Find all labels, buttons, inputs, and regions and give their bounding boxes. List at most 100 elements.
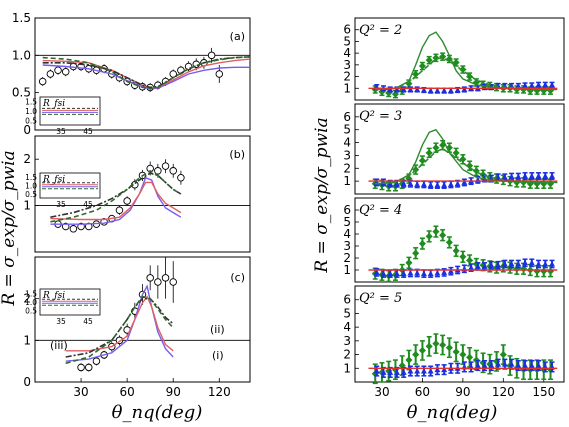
green-data-point (445, 238, 453, 246)
blue-data-point (441, 269, 448, 275)
blue-data-point (434, 182, 441, 188)
ytick-label: 1.0 (12, 48, 31, 62)
xtick-label: 90 (166, 385, 181, 399)
green-data-point (466, 162, 474, 170)
ytick-label: 1 (343, 174, 351, 188)
green-data-point (432, 340, 440, 348)
ytick-label: 5 (343, 123, 351, 137)
blue-data-point (427, 182, 434, 188)
blue-data-point (474, 362, 481, 369)
ytick-label: 6 (343, 293, 351, 307)
ytick-label: 5 (343, 306, 351, 320)
blue-data-point (434, 366, 441, 373)
blue-data-point (501, 361, 508, 367)
series-line-4 (42, 56, 251, 90)
green-data-point (546, 267, 555, 275)
ytick-label: 4 (343, 227, 351, 241)
data-point (38, 77, 47, 86)
blue-data-point (501, 261, 508, 267)
ytick-label: 4 (343, 136, 351, 150)
ytick-label: 3 (343, 58, 351, 72)
green-data-point (425, 149, 433, 157)
panel-label: Q² = 5 (359, 291, 402, 306)
blue-data-point (387, 369, 394, 375)
blue-data-point (535, 173, 542, 179)
blue-data-point (407, 270, 414, 276)
left-ylabel: R = σ_exp/σ_pwia (0, 150, 19, 306)
green-data-point (412, 351, 420, 359)
inset-xtick-label: 45 (83, 127, 93, 136)
series-line-3 (375, 148, 558, 185)
ytick-label: 2 (23, 292, 31, 306)
inset-ytick-label: 0.5 (25, 307, 37, 316)
green-data-point (452, 348, 460, 356)
green-data-point (432, 228, 440, 236)
series-line-1 (42, 64, 250, 90)
data-point (69, 225, 78, 233)
blue-data-point (420, 270, 427, 277)
panel-label: Q² = 2 (359, 23, 402, 38)
data-point (123, 197, 131, 205)
blue-data-point (400, 86, 407, 92)
green-data-point (540, 267, 548, 275)
xtick-label: 60 (120, 385, 135, 399)
inset-left-b: R_fsi 0.51.01.5 35 45 (25, 172, 101, 209)
ytick-label: 6 (343, 110, 351, 124)
blue-data-point (515, 173, 522, 180)
blue-data-point (393, 270, 400, 277)
blue-data-point (528, 173, 535, 179)
green-data-point (459, 351, 467, 359)
blue-data-point (508, 361, 515, 367)
curve-label: (ii) (210, 323, 225, 336)
green-data-point (452, 149, 460, 157)
ytick-label: 2 (343, 348, 351, 362)
green-data-point (405, 356, 413, 364)
blue-data-point (387, 180, 394, 187)
xtick-label: 120 (208, 385, 231, 399)
green-data-point (418, 240, 426, 248)
panel-frame (34, 135, 251, 253)
series-line-2 (375, 128, 558, 185)
green-data-point (405, 259, 413, 267)
green-data-point (452, 247, 460, 255)
blue-data-point (549, 81, 556, 88)
green-data-point (425, 232, 433, 240)
blue-data-point (528, 362, 535, 369)
green-data-point (466, 256, 474, 264)
panel-label: (b) (229, 148, 245, 161)
blue-data-point (373, 368, 380, 374)
ytick-label: 2 (343, 70, 351, 84)
xtick-label: 30 (374, 385, 389, 399)
blue-data-point (522, 82, 529, 88)
xtick-label: 90 (455, 385, 470, 399)
blue-data-point (400, 369, 407, 375)
blue-data-point (515, 362, 522, 369)
ytick-label: 1.5 (12, 11, 31, 25)
data-point (169, 278, 177, 286)
inset-label: R_fsi (42, 175, 65, 185)
blue-data-point (508, 173, 515, 180)
blue-data-point (515, 261, 522, 267)
blue-data-point (535, 362, 542, 369)
blue-data-point (481, 263, 488, 269)
panel-label: (c) (230, 271, 245, 284)
green-data-point (459, 253, 467, 261)
blue-data-point (393, 180, 400, 187)
inset-left-c: R_fsi 0.51.01.5 35 45 (25, 288, 101, 326)
left-xlabel: θ_nq(deg) (112, 402, 203, 423)
blue-data-point (535, 261, 542, 267)
inset-label: R_fsi (42, 99, 65, 109)
panel-frame (354, 285, 565, 383)
green-data-point (425, 56, 433, 64)
inset-xtick-label: 35 (56, 200, 66, 209)
inset-xtick-label: 45 (83, 317, 93, 326)
data-point (46, 70, 55, 78)
ytick-label: 1 (343, 81, 351, 95)
blue-data-point (549, 261, 556, 267)
inset-ytick-label: 0.5 (25, 190, 37, 199)
blue-data-point (447, 181, 454, 187)
blue-data-point (400, 180, 407, 187)
ytick-label: 2 (343, 161, 351, 175)
blue-data-point (542, 173, 549, 179)
data-point (184, 62, 193, 71)
